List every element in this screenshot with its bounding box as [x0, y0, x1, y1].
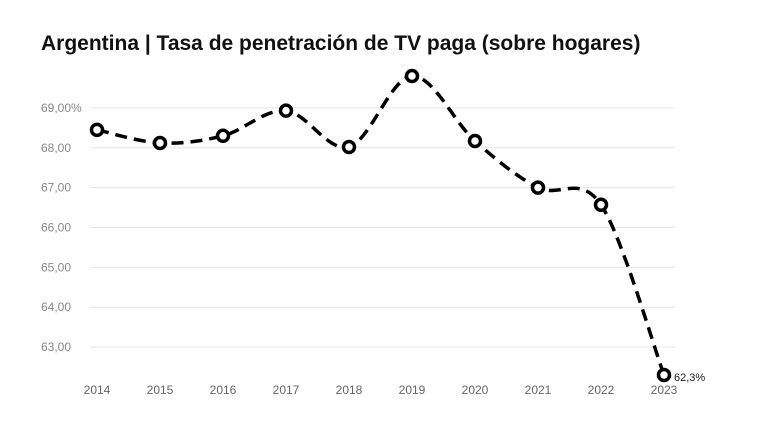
y-tick-label: 68,00 [41, 141, 71, 155]
x-tick-label: 2021 [525, 383, 552, 397]
x-tick-label: 2015 [147, 383, 174, 397]
y-tick-label: 67,00 [41, 181, 71, 195]
data-point-2019 [404, 68, 420, 84]
y-tick-label: 64,00 [41, 300, 71, 314]
x-tick-label: 2018 [336, 383, 363, 397]
y-tick-label: 69,00% [41, 101, 82, 115]
x-tick-label: 2016 [210, 383, 237, 397]
data-point-2014 [89, 122, 105, 138]
x-axis: 2014 2015 2016 2017 2018 2019 2020 2021 2022 2023 [84, 383, 678, 397]
data-point-2015 [152, 135, 168, 151]
x-tick-label: 2014 [84, 383, 111, 397]
x-tick-label: 2023 [651, 383, 678, 397]
chart-title: Argentina | Tasa de penetración de TV pa… [41, 32, 640, 55]
y-tick-label: 63,00 [41, 340, 71, 354]
data-points [89, 68, 672, 383]
data-point-2016 [215, 128, 231, 144]
data-point-2022 [593, 197, 609, 213]
y-tick-label: 65,00 [41, 260, 71, 274]
data-labels: 62,3% [674, 372, 705, 384]
data-point-2021 [530, 180, 546, 195]
data-point-2017 [278, 103, 294, 118]
gridlines [90, 107, 675, 348]
x-tick-label: 2022 [588, 383, 615, 397]
y-tick-label: 66,00 [41, 220, 71, 234]
x-tick-label: 2020 [462, 383, 489, 397]
x-tick-label: 2019 [399, 383, 426, 397]
y-axis: 63,00 64,00 65,00 66,00 67,00 68,00 69,00% [41, 101, 82, 354]
x-tick-label: 2017 [273, 383, 300, 397]
data-point-2020 [467, 133, 483, 149]
data-label-last: 62,3% [674, 372, 705, 384]
series-line [96, 74, 666, 376]
series-line-0 [96, 74, 666, 376]
data-point-2023 [656, 367, 672, 383]
data-point-2018 [341, 139, 357, 155]
